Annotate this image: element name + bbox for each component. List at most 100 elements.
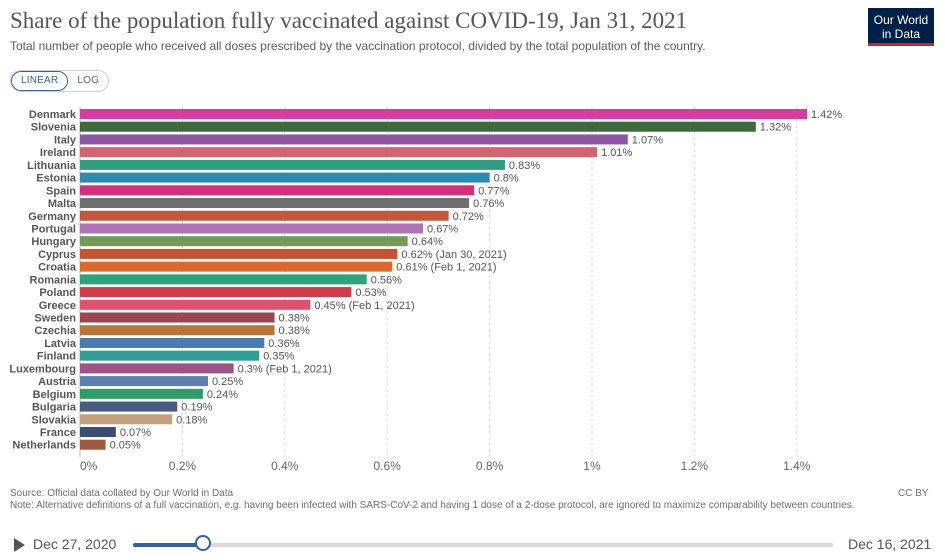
category-label: Estonia [36,173,77,185]
bar [80,414,173,425]
value-label: 0.77% [478,185,509,197]
bar [80,210,449,221]
x-tick-label: 0.8% [476,459,504,473]
value-label: 1.42% [811,109,842,121]
bar [80,223,424,234]
category-label: Finland [37,351,76,363]
x-tick-label: 1.4% [783,459,811,473]
bar [80,134,628,145]
value-label: 1.07% [632,134,663,146]
value-label: 0.45% (Feb 1, 2021) [314,300,414,312]
bar [80,287,352,298]
category-label: Austria [38,376,77,388]
bar [80,363,234,374]
category-label: Malta [48,198,77,210]
category-label: Ireland [40,147,76,159]
bar [80,325,275,336]
value-label: 0.3% (Feb 1, 2021) [238,363,332,375]
bar [80,261,393,272]
value-label: 0.62% (Jan 30, 2021) [401,249,506,261]
x-tick-label: 0.2% [169,459,197,473]
category-label: Croatia [38,262,77,274]
logo-accent-bar [868,43,934,46]
category-label: Hungary [31,236,77,248]
timeline: Dec 27, 2020 Dec 16, 2021 [0,530,945,560]
value-label: 0.07% [120,427,151,439]
logo-line-1: Our World [873,13,929,27]
category-label: Luxembourg [9,363,76,375]
x-tick-label: 0.4% [271,459,299,473]
value-label: 0.72% [453,211,484,223]
category-label: Netherlands [12,440,76,452]
bar [80,185,475,196]
bar-chart: 0% 0.2% 0.4% 0.6% 0.8% 1% 1.2% 1.4% Denmark 1.42%… [9,107,842,473]
category-label: Denmark [29,109,77,121]
bar [80,388,203,399]
log-scale-button[interactable]: LOG [77,75,100,86]
value-label: 0.35% [263,351,294,363]
scale-toggle: LINEAR LOG [10,70,110,92]
timeline-handle[interactable] [195,535,211,551]
timeline-end-date[interactable]: Dec 16, 2021 [848,536,932,552]
value-label: 1.32% [760,122,791,134]
bar [80,109,807,119]
bar [80,121,756,132]
value-label: 1.01% [601,147,632,159]
play-icon[interactable] [14,538,25,552]
value-label: 0.76% [473,198,504,210]
bar [80,312,275,323]
value-label: 0.64% [412,236,443,248]
category-label: Lithuania [27,160,77,172]
value-label: 0.61% (Feb 1, 2021) [396,262,496,274]
chart-title: Share of the population fully vaccinated… [10,8,688,33]
bar [80,236,408,247]
value-label: 0.53% [355,287,386,299]
bar [80,147,598,158]
bar [80,299,311,310]
value-label: 0.25% [212,376,243,388]
category-label: Greece [39,300,76,312]
category-label: Belgium [33,389,77,401]
category-label: Latvia [44,338,77,350]
value-label: 0.67% [427,223,458,235]
value-label: 0.19% [181,402,212,414]
timeline-progress [133,543,203,547]
bar [80,427,116,437]
bar [80,376,208,387]
x-tick-label: 0% [80,459,98,473]
bar [80,248,398,259]
category-label: Cyprus [38,249,76,261]
note-text: Note: Alternative definitions of a full … [10,500,855,511]
bar [80,337,265,348]
value-label: 0.18% [176,414,207,426]
bar [80,350,260,361]
x-tick-label: 0.6% [374,459,402,473]
category-label: Czechia [34,325,76,337]
timeline-track[interactable] [133,543,833,547]
category-label: France [40,427,76,439]
value-label: 0.83% [509,160,540,172]
bar [80,198,470,209]
timeline-start-date[interactable]: Dec 27, 2020 [33,536,117,552]
x-tick-label: 1% [583,459,601,473]
bar [80,439,106,450]
source-text: Source: Official data collated by Our Wo… [10,488,234,499]
bar [80,401,178,412]
owid-logo[interactable]: Our World in Data [868,8,934,46]
linear-scale-button[interactable]: LINEAR [11,71,69,91]
value-label: 0.36% [268,338,299,350]
value-label: 0.56% [371,274,402,286]
value-label: 0.05% [110,440,141,452]
category-label: Italy [54,134,77,146]
category-label: Spain [46,185,76,197]
bar [80,274,367,285]
category-label: Sweden [34,313,76,325]
logo-line-2: in Data [881,27,921,41]
value-label: 0.38% [279,325,310,337]
value-label: 0.24% [207,389,238,401]
category-label: Slovakia [31,414,77,426]
license-link[interactable]: CC BY [898,488,929,499]
category-label: Portugal [31,223,76,235]
value-label: 0.38% [279,313,310,325]
category-label: Slovenia [31,122,77,134]
